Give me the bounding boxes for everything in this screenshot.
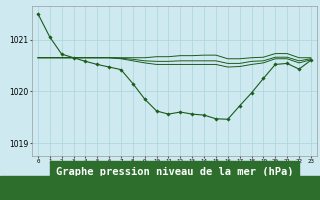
X-axis label: Graphe pression niveau de la mer (hPa): Graphe pression niveau de la mer (hPa) [56,167,293,177]
